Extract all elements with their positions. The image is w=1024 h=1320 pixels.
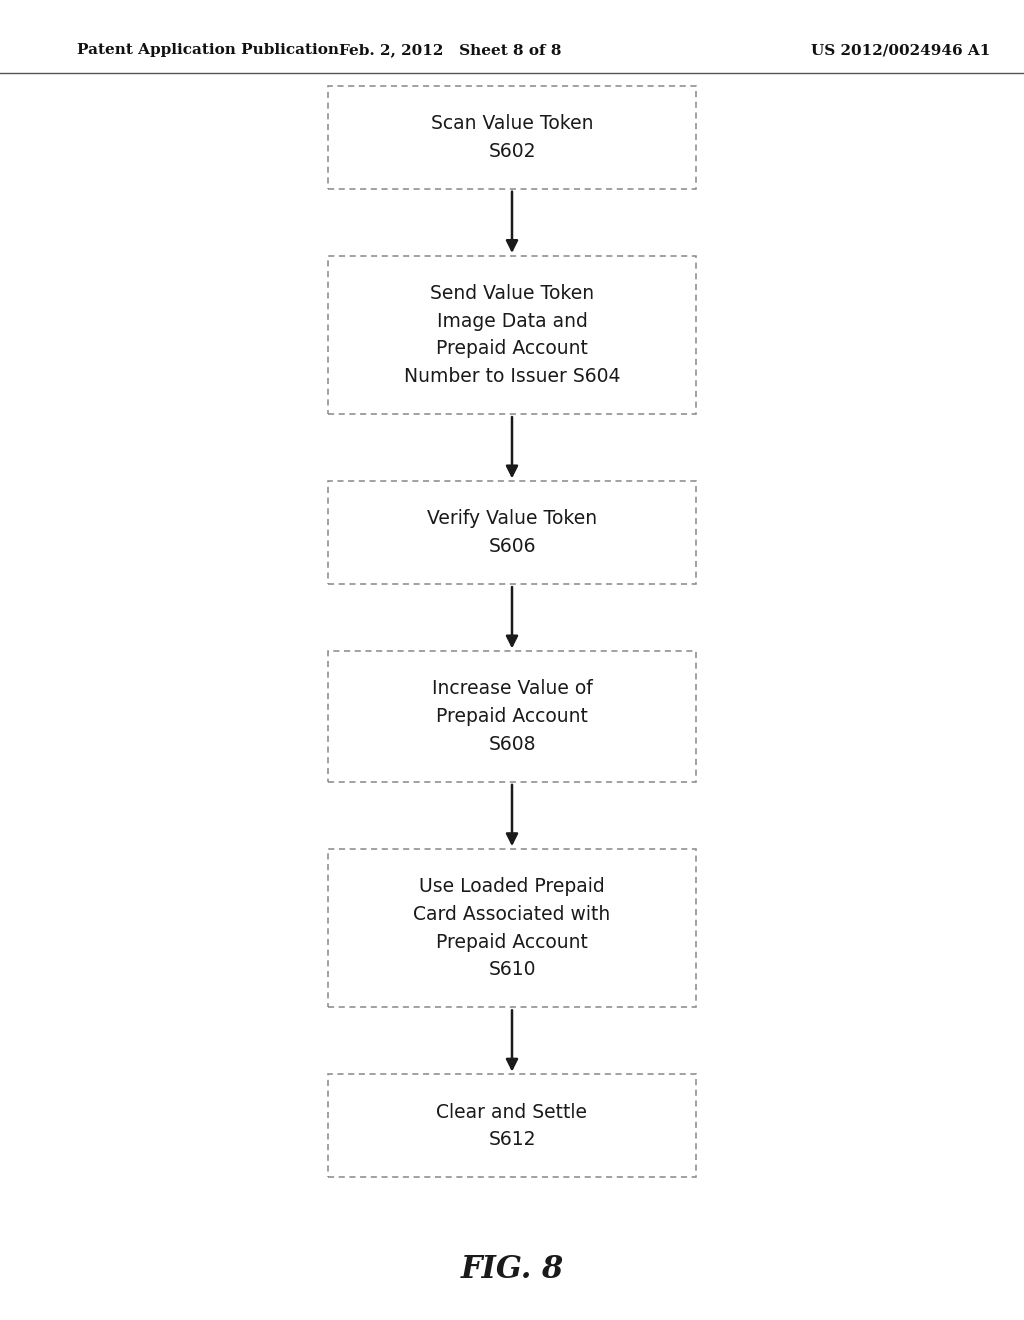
Text: Card Associated with: Card Associated with: [414, 906, 610, 924]
Text: Increase Value of: Increase Value of: [432, 680, 592, 698]
Text: Prepaid Account: Prepaid Account: [436, 708, 588, 726]
FancyBboxPatch shape: [328, 1074, 696, 1177]
Text: Number to Issuer S604: Number to Issuer S604: [403, 367, 621, 385]
Text: S610: S610: [488, 961, 536, 979]
FancyBboxPatch shape: [328, 482, 696, 585]
Text: Scan Value Token: Scan Value Token: [431, 114, 593, 133]
FancyBboxPatch shape: [328, 651, 696, 781]
Text: FIG. 8: FIG. 8: [461, 1254, 563, 1286]
FancyBboxPatch shape: [328, 86, 696, 189]
Text: S608: S608: [488, 735, 536, 754]
Text: S612: S612: [488, 1130, 536, 1150]
Text: Prepaid Account: Prepaid Account: [436, 339, 588, 358]
Text: US 2012/0024946 A1: US 2012/0024946 A1: [811, 44, 991, 57]
FancyBboxPatch shape: [328, 256, 696, 414]
FancyBboxPatch shape: [328, 849, 696, 1007]
Text: S602: S602: [488, 141, 536, 161]
Text: Patent Application Publication: Patent Application Publication: [77, 44, 339, 57]
Text: Feb. 2, 2012   Sheet 8 of 8: Feb. 2, 2012 Sheet 8 of 8: [339, 44, 562, 57]
Text: Image Data and: Image Data and: [436, 312, 588, 330]
Text: Prepaid Account: Prepaid Account: [436, 933, 588, 952]
Text: Use Loaded Prepaid: Use Loaded Prepaid: [419, 878, 605, 896]
Text: Verify Value Token: Verify Value Token: [427, 510, 597, 528]
Text: Clear and Settle: Clear and Settle: [436, 1102, 588, 1122]
Text: Send Value Token: Send Value Token: [430, 284, 594, 302]
Text: S606: S606: [488, 537, 536, 556]
